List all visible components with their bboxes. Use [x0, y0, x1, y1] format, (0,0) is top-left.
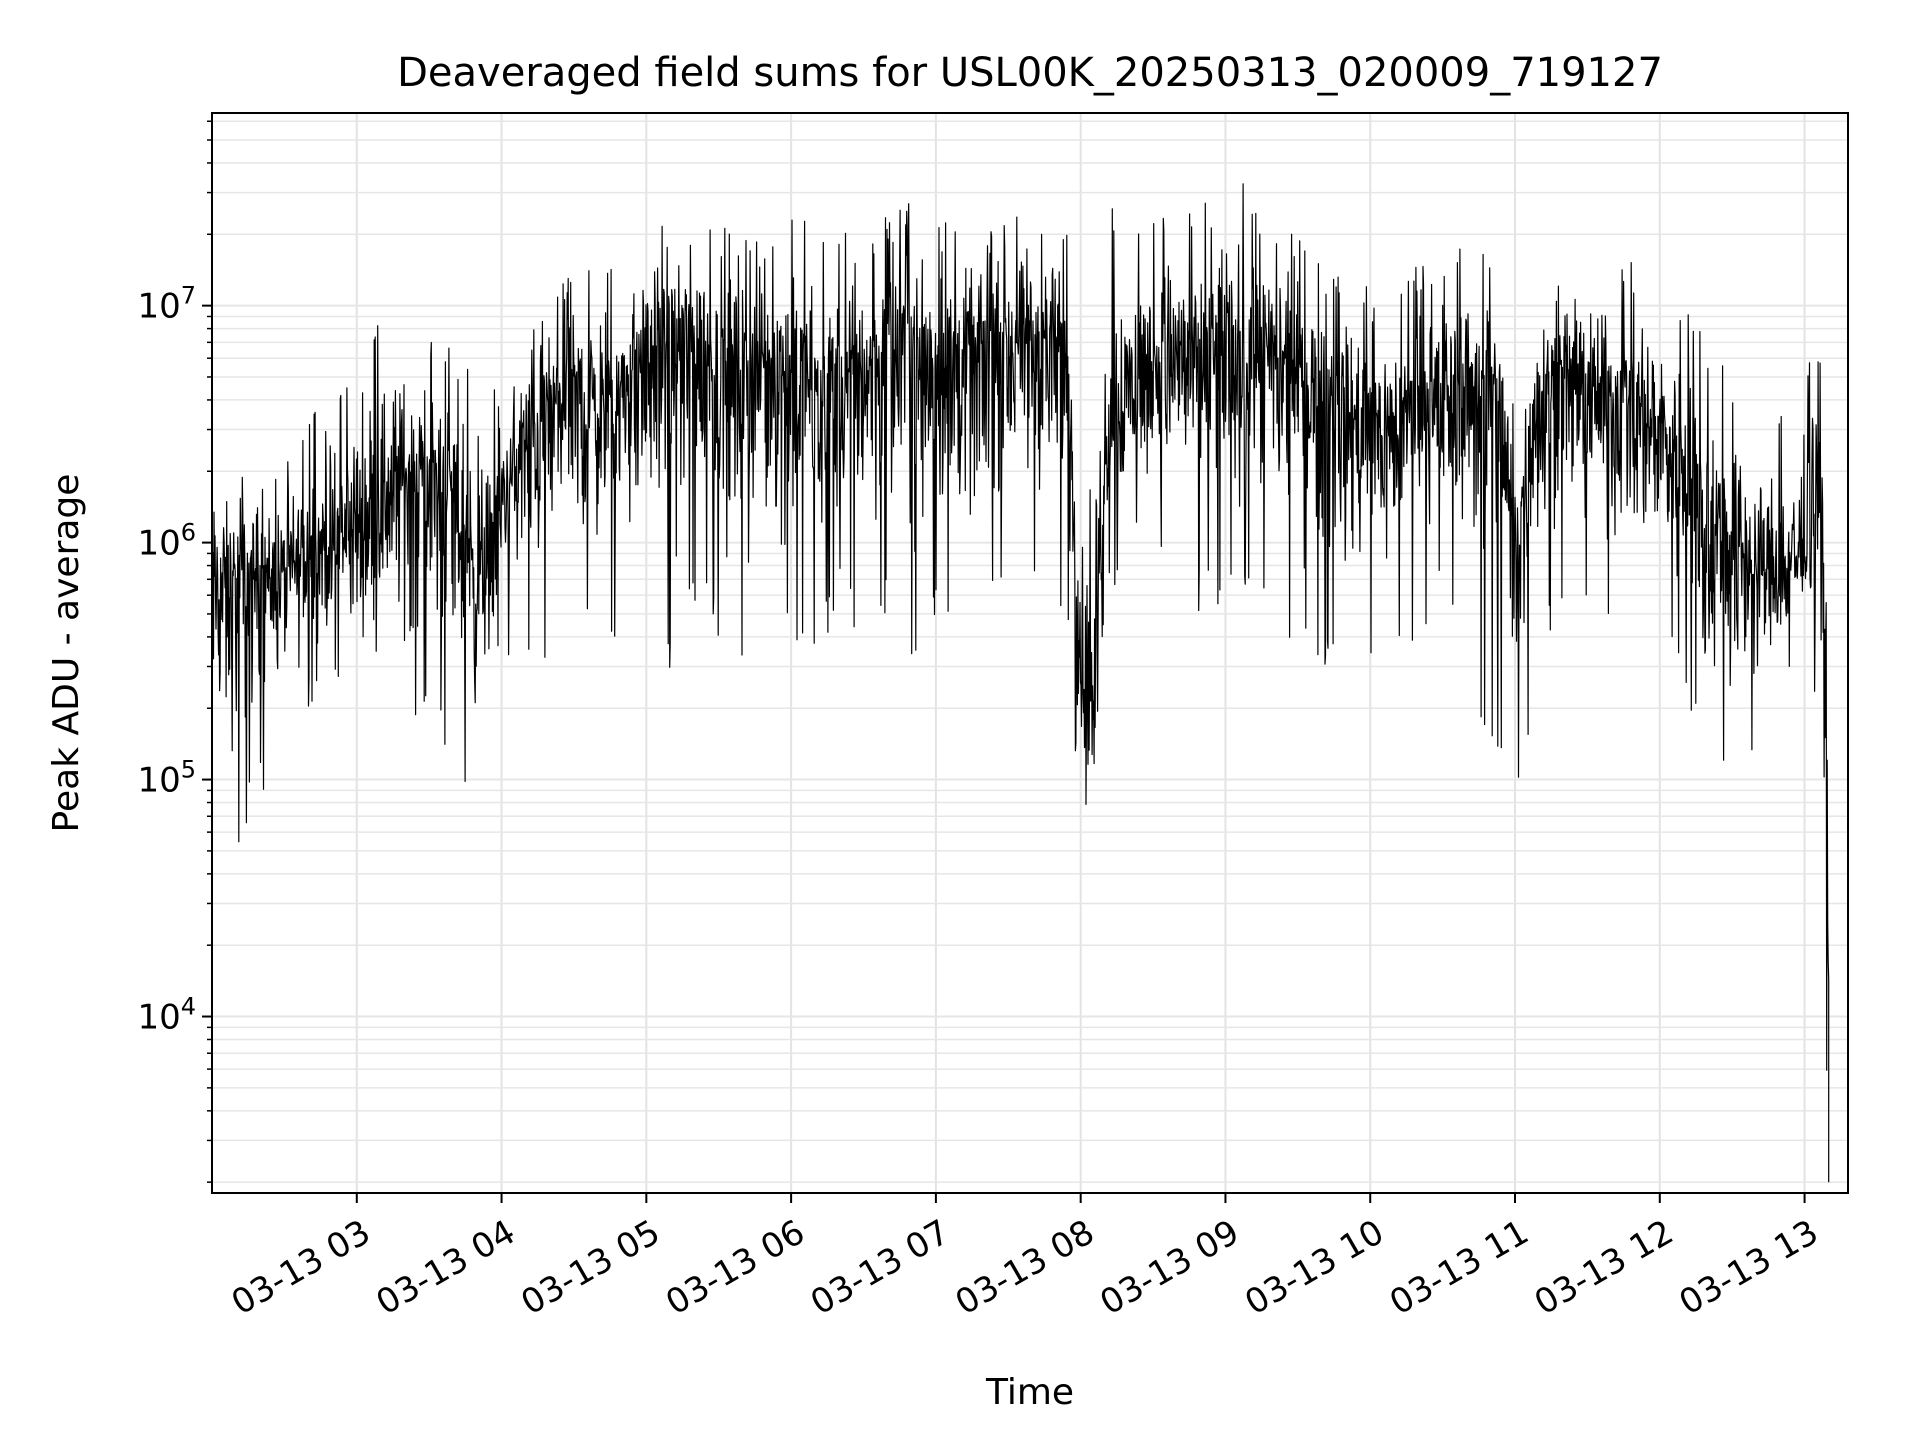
y-tick-label: 105 — [137, 756, 196, 801]
plot-frame — [211, 112, 1849, 1194]
data-series — [211, 183, 1830, 1183]
y-tick-label-exponent: 5 — [181, 756, 196, 784]
chart-title: Deaveraged field sums for USL00K_2025031… — [397, 50, 1663, 96]
y-tick-label: 107 — [137, 282, 196, 327]
y-tick-label-base: 10 — [137, 761, 180, 801]
y-tick-label: 104 — [137, 993, 196, 1038]
x-axis-label: Time — [985, 1372, 1074, 1413]
series-line — [211, 183, 1830, 1183]
y-tick-label-base: 10 — [137, 998, 180, 1038]
y-tick-label-base: 10 — [137, 287, 180, 327]
y-tick-label-base: 10 — [137, 524, 180, 564]
y-tick-label: 106 — [137, 519, 196, 564]
y-tick-label-exponent: 4 — [181, 993, 196, 1021]
y-axis-label: Peak ADU - average — [46, 474, 87, 833]
y-tick-label-exponent: 6 — [181, 519, 196, 547]
y-tick-label-exponent: 7 — [181, 282, 196, 310]
